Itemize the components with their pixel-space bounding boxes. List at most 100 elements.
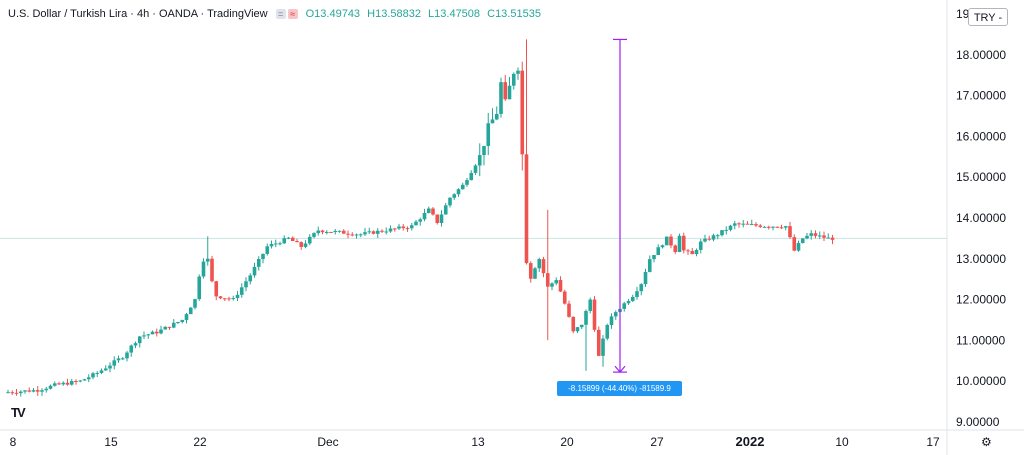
y-tick-label: 16.00000 (956, 129, 1006, 143)
y-tick-label: 15.00000 (956, 170, 1006, 184)
candle-body (749, 224, 754, 226)
candle-body (414, 221, 418, 226)
open-key: O (305, 8, 315, 20)
candle-body (439, 214, 444, 224)
candle-body (584, 310, 588, 325)
candle-body (550, 283, 554, 287)
candle-body (363, 232, 367, 235)
currency-button[interactable]: TRY - (968, 8, 1008, 26)
x-tick-label: 15 (104, 435, 118, 449)
candle-body (456, 189, 461, 195)
candle-body (758, 225, 763, 227)
equals-icon[interactable]: = (275, 9, 286, 19)
candle-body (788, 226, 792, 238)
candle-body (579, 324, 584, 328)
candle-body (494, 113, 499, 120)
candle-body (95, 372, 100, 374)
candle-body (443, 205, 448, 215)
candle-body (779, 227, 784, 229)
candle-body (792, 237, 797, 251)
candle-body (358, 234, 363, 236)
candle-body (269, 243, 274, 247)
candle-body (711, 235, 716, 240)
candle-body (545, 273, 550, 287)
candle-body (681, 235, 686, 251)
candle-body (188, 307, 193, 315)
candle-body (125, 352, 129, 359)
candle-body (329, 231, 333, 233)
candle-body (354, 234, 359, 236)
candle-body (622, 303, 627, 309)
candle-body (222, 298, 227, 300)
gear-icon[interactable]: ⚙ (981, 435, 992, 449)
candle-body (626, 301, 631, 304)
candle-body (698, 241, 703, 250)
candle-body (822, 235, 826, 238)
candle-body (541, 259, 546, 274)
candle-body (477, 155, 482, 166)
candle-body (218, 296, 223, 299)
x-tick-label: 8 (10, 435, 17, 449)
wave-icon[interactable]: ≈ (287, 9, 298, 19)
y-tick-label: 10.00000 (956, 374, 1006, 388)
candle-body (817, 235, 822, 237)
candle-body (592, 299, 597, 330)
candle-body (91, 373, 95, 378)
low-key: L (428, 8, 435, 20)
open-value: 13.49743 (314, 8, 361, 20)
candle-body (639, 284, 644, 292)
candle-body (205, 258, 210, 262)
candle-body (652, 255, 656, 260)
candle-body (800, 238, 805, 243)
candle-body (520, 70, 525, 155)
y-tick-label: 14.00000 (956, 211, 1006, 225)
candle-body (146, 334, 151, 336)
candle-body (677, 235, 682, 253)
ohlc-readout: O13.49743 H13.58832 L13.47508 C13.51535 (306, 8, 545, 20)
candle-body (367, 231, 372, 233)
candle-body (14, 392, 19, 394)
close-key: C (487, 8, 496, 20)
candle-body (766, 226, 771, 228)
candle-body (57, 383, 61, 385)
candle-body (52, 383, 57, 386)
candle-body (108, 365, 112, 369)
candle-body (596, 329, 601, 356)
candle-body (656, 247, 661, 256)
candle-body (647, 259, 652, 272)
candle-body (48, 385, 53, 389)
candle-body (741, 223, 746, 225)
candle-body (469, 172, 474, 181)
candle-body (320, 230, 325, 233)
candle-body (609, 316, 614, 325)
candle-body (248, 275, 253, 282)
candle-body (227, 298, 231, 300)
candle-body (783, 226, 788, 228)
close-value: 13.51535 (495, 8, 541, 20)
candle-body (482, 145, 486, 156)
candle-body (613, 312, 618, 317)
candle-body (278, 243, 282, 245)
high-value: 13.58832 (375, 8, 421, 20)
low-value: 13.47508 (434, 8, 481, 20)
candle-body (176, 321, 180, 323)
candle-body (490, 119, 495, 124)
x-tick-label: 17 (926, 435, 940, 449)
candle-body (133, 343, 138, 346)
candle-body (588, 299, 593, 311)
header-icons[interactable]: = ≈ (275, 9, 298, 19)
candle-body (473, 165, 478, 173)
candle-body (465, 180, 469, 185)
candle-body (503, 82, 508, 100)
candle-body (562, 291, 567, 304)
candle-body (380, 230, 384, 232)
candles-group (6, 39, 835, 397)
candle-body (371, 231, 376, 234)
candle-body (159, 329, 163, 334)
candle-body (737, 223, 741, 225)
candle-body (397, 226, 401, 229)
candle-body (324, 231, 329, 233)
candle-body (724, 229, 729, 231)
candle-body (567, 303, 571, 317)
